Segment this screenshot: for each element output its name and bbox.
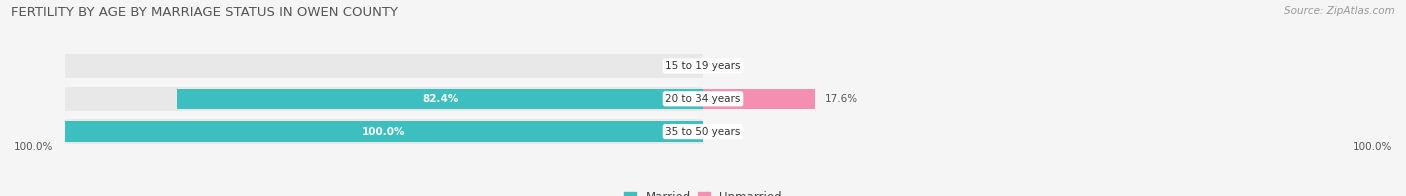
Text: 0.0%: 0.0%	[713, 61, 738, 71]
Text: 17.6%: 17.6%	[825, 94, 858, 104]
Bar	[65, 119, 703, 144]
Text: 100.0%: 100.0%	[1353, 142, 1392, 152]
Text: 35 to 50 years: 35 to 50 years	[665, 127, 741, 137]
Text: 0.0%: 0.0%	[668, 61, 693, 71]
Text: Source: ZipAtlas.com: Source: ZipAtlas.com	[1284, 6, 1395, 16]
Text: 100.0%: 100.0%	[14, 142, 53, 152]
Bar	[65, 122, 703, 142]
Text: 100.0%: 100.0%	[363, 127, 406, 137]
Bar	[65, 86, 703, 111]
Bar	[703, 89, 815, 109]
Text: 82.4%: 82.4%	[422, 94, 458, 104]
Text: 0.0%: 0.0%	[713, 127, 738, 137]
Text: 20 to 34 years: 20 to 34 years	[665, 94, 741, 104]
Text: FERTILITY BY AGE BY MARRIAGE STATUS IN OWEN COUNTY: FERTILITY BY AGE BY MARRIAGE STATUS IN O…	[11, 6, 398, 19]
Text: 15 to 19 years: 15 to 19 years	[665, 61, 741, 71]
Legend: Married, Unmarried: Married, Unmarried	[624, 191, 782, 196]
Bar	[177, 89, 703, 109]
Bar	[65, 54, 703, 78]
